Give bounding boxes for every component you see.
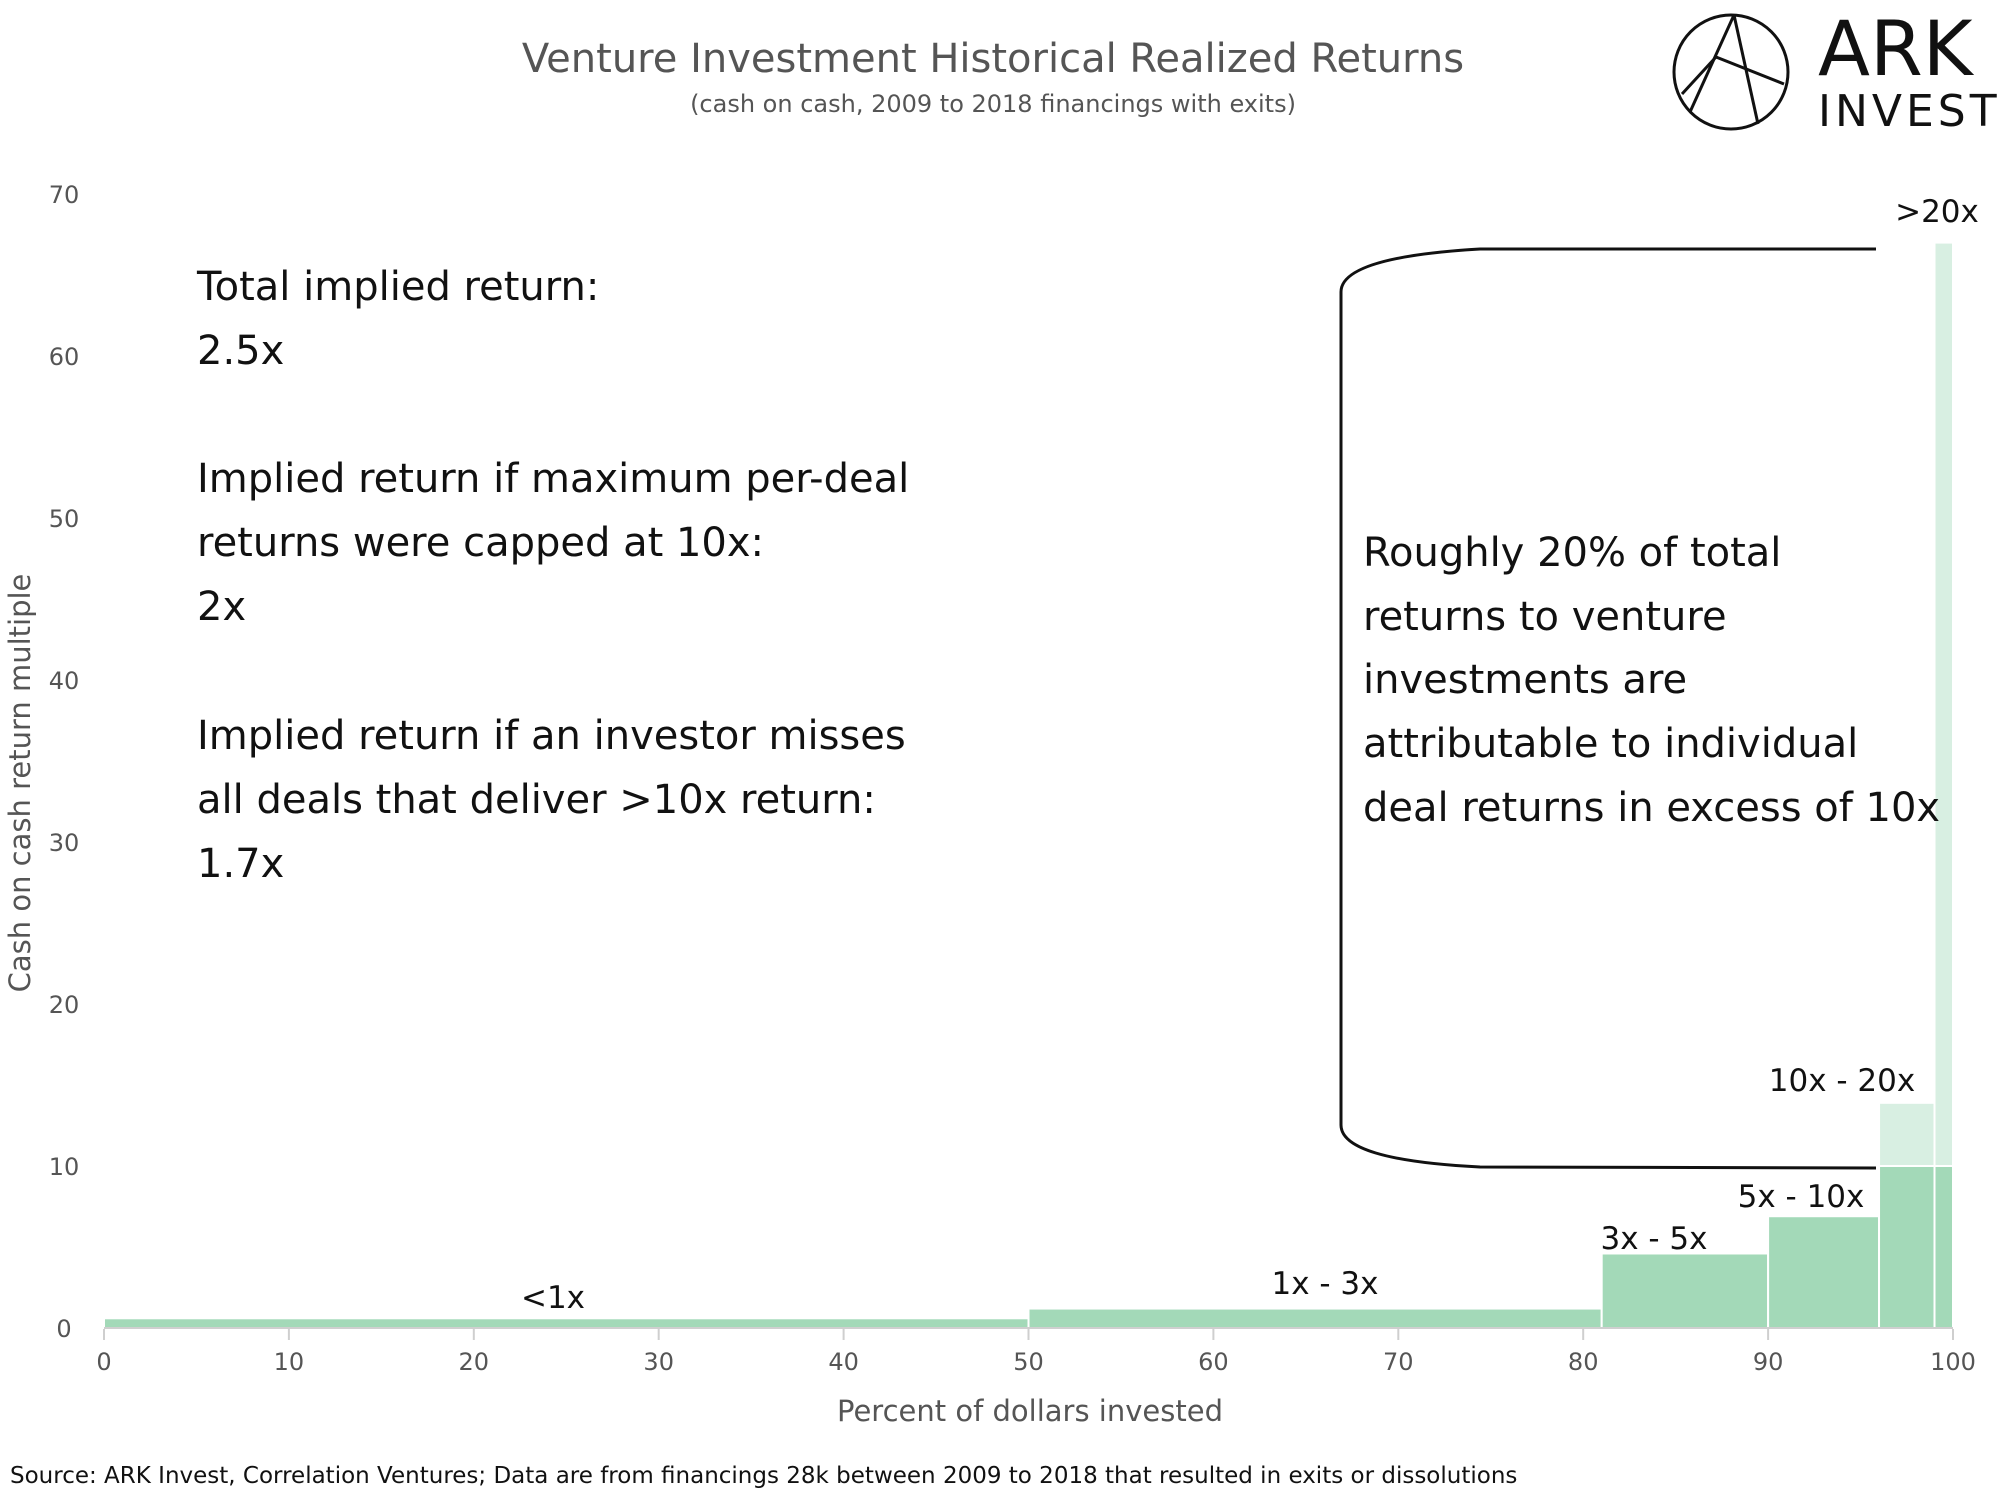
note-capped-line1: Implied return if maximum per-deal — [197, 456, 909, 502]
note-missed-value: 1.7x — [197, 841, 284, 887]
note-right-line2: returns to venture — [1363, 594, 1727, 640]
bar — [1027, 1307, 1603, 1330]
bar-label: 3x - 5x — [1600, 1221, 1707, 1257]
y-tick-label: 0 — [56, 1315, 71, 1343]
x-tick-label: 50 — [1013, 1348, 1044, 1376]
x-tick-label: 80 — [1568, 1348, 1599, 1376]
y-tick-label: 20 — [49, 991, 80, 1019]
x-tick-label: 100 — [1930, 1348, 1976, 1376]
y-tick-label: 30 — [49, 829, 80, 857]
y-tick-label: 60 — [49, 343, 80, 371]
note-missed-line2: all deals that deliver >10x return: — [197, 777, 876, 823]
y-tick-label: 10 — [49, 1153, 80, 1181]
bar-label: 10x - 20x — [1769, 1063, 1915, 1099]
y-axis: 0 10 20 30 40 50 60 70 — [49, 181, 80, 1343]
logo-text-ark: ARK — [1818, 4, 1975, 93]
x-tick-label: 20 — [459, 1348, 490, 1376]
ark-logo-icon — [1672, 13, 1790, 131]
right-annotation: Roughly 20% of total returns to venture … — [1363, 530, 1940, 831]
bar-label: <1x — [521, 1280, 585, 1316]
note-total-label: Total implied return: — [196, 264, 599, 310]
y-tick-label: 70 — [49, 181, 80, 209]
x-tick-label: 0 — [96, 1348, 111, 1376]
x-tick-label: 30 — [643, 1348, 674, 1376]
x-axis: 0 10 20 30 40 50 60 70 80 90 100 — [96, 1328, 1976, 1376]
note-capped-line2: returns were capped at 10x: — [197, 520, 764, 566]
bar — [1767, 1215, 1881, 1329]
x-tick-label: 10 — [274, 1348, 305, 1376]
bar-label: 5x - 10x — [1738, 1179, 1865, 1215]
bar — [1600, 1252, 1770, 1329]
y-axis-label: Cash on cash return multiple — [3, 574, 37, 993]
x-tick-label: 90 — [1753, 1348, 1784, 1376]
logo-text-invest: INVEST — [1818, 86, 2000, 137]
y-tick-label: 50 — [49, 505, 80, 533]
chart-title: Venture Investment Historical Realized R… — [522, 36, 1464, 82]
note-right-line3: investments are — [1363, 657, 1687, 703]
note-missed-line1: Implied return if an investor misses — [197, 713, 906, 759]
ark-invest-logo: ARK INVEST — [1672, 4, 2000, 137]
x-axis-label: Percent of dollars invested — [837, 1394, 1223, 1428]
note-capped-value: 2x — [197, 584, 246, 630]
bar-capped-part — [1933, 1165, 1955, 1329]
source-note: Source: ARK Invest, Correlation Ventures… — [10, 1463, 1517, 1489]
x-tick-label: 60 — [1198, 1348, 1229, 1376]
bracket — [1339, 247, 1877, 1170]
note-right-line5: deal returns in excess of 10x — [1363, 785, 1940, 831]
left-annotations: Total implied return: 2.5x Implied retur… — [196, 264, 909, 887]
note-total-value: 2.5x — [197, 328, 284, 374]
bars — [103, 241, 1955, 1330]
note-right-line1: Roughly 20% of total — [1363, 530, 1781, 576]
bar-label: >20x — [1895, 194, 1979, 230]
x-tick-label: 40 — [828, 1348, 859, 1376]
chart-subtitle: (cash on cash, 2009 to 2018 financings w… — [690, 90, 1296, 118]
y-tick-label: 40 — [49, 667, 80, 695]
bar-label: 1x - 3x — [1271, 1266, 1378, 1302]
bar-excess-part — [1933, 241, 1955, 1168]
x-tick-label: 70 — [1383, 1348, 1414, 1376]
bar-excess-part — [1878, 1101, 1936, 1167]
bar-capped-part — [1878, 1165, 1936, 1329]
bar-labels: <1x 1x - 3x 3x - 5x 5x - 10x 10x - 20x >20x — [521, 194, 1979, 1316]
bar — [103, 1317, 1030, 1330]
note-right-line4: attributable to individual — [1363, 721, 1858, 767]
